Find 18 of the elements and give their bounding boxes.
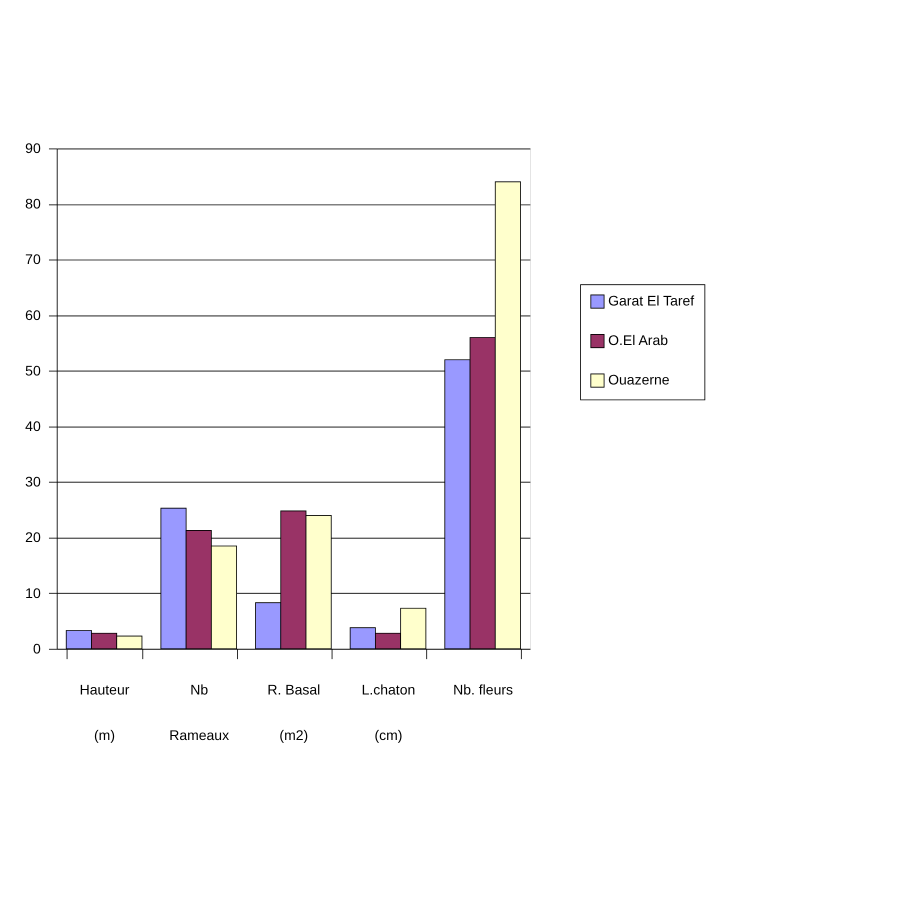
- y-tick-label: 70: [25, 251, 41, 268]
- category-label: Hauteur (m): [80, 682, 130, 743]
- legend-label: O.El Arab: [608, 332, 668, 348]
- y-tick-label: 30: [25, 474, 41, 490]
- legend-label: Garat El Taref: [608, 292, 694, 309]
- y-tick-label: 10: [25, 584, 41, 601]
- category-label: Nb Rameaux: [169, 682, 230, 743]
- x-tick-label: Nb. fleurs: [453, 682, 513, 698]
- y-tick-label: 60: [25, 306, 41, 323]
- category-label: L.chaton (cm): [362, 682, 416, 743]
- y-tick-label: 50: [25, 362, 41, 378]
- y-tick-label: 40: [25, 418, 41, 434]
- category-label: R. Basal (m2): [267, 682, 320, 743]
- y-tick-label: 90: [25, 140, 41, 156]
- y-tick-label: 0: [32, 640, 41, 656]
- legend-label: Ouazerne: [608, 372, 670, 388]
- y-tick-label: 80: [25, 196, 41, 212]
- y-tick-label: 20: [25, 529, 41, 546]
